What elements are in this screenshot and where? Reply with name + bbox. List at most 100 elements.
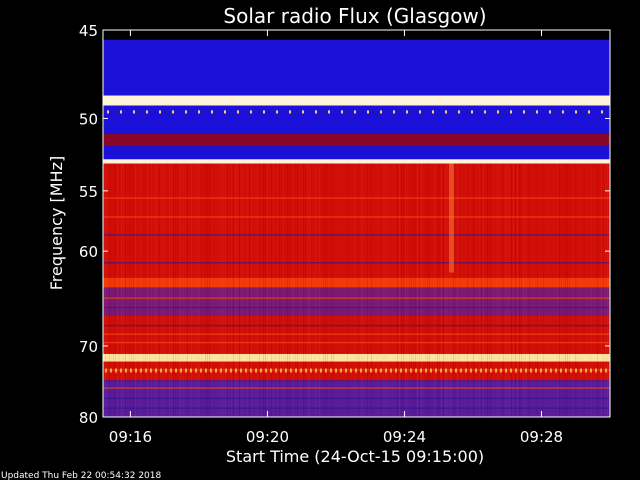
texture-stripe — [129, 163, 130, 417]
texture-marker — [185, 368, 187, 373]
frequency-bands — [103, 30, 610, 417]
texture-stripe — [479, 163, 480, 417]
texture-stripe — [173, 163, 174, 417]
texture-marker — [601, 110, 603, 114]
x-axis-label: Start Time (24-Oct-15 09:15:00) — [226, 447, 484, 466]
texture-marker — [320, 368, 322, 373]
texture-marker — [107, 110, 109, 114]
texture-stripe — [385, 163, 386, 417]
texture-channel-line — [103, 262, 610, 264]
texture-stripe — [497, 163, 498, 417]
texture-marker — [172, 110, 174, 114]
updated-timestamp: Updated Thu Feb 22 00:54:32 2018 — [1, 471, 162, 480]
texture-stripe — [219, 163, 220, 417]
texture-marker — [395, 368, 397, 373]
texture-stripe — [293, 163, 294, 417]
texture-stripe — [149, 164, 150, 417]
texture-stripe — [165, 163, 166, 417]
texture-stripe — [577, 163, 578, 417]
texture-marker — [440, 368, 442, 373]
texture-marker — [465, 368, 467, 373]
texture-stripe — [543, 163, 544, 417]
texture-marker — [380, 368, 382, 373]
y-tick-label: 45 — [79, 22, 98, 40]
texture-marker — [370, 368, 372, 373]
texture-marker — [490, 368, 492, 373]
texture-marker — [146, 110, 148, 114]
texture-marker — [140, 368, 142, 373]
y-tick-label: 50 — [79, 110, 98, 128]
texture-stripe — [427, 163, 428, 417]
texture-marker — [240, 368, 242, 373]
texture-stripe — [521, 163, 522, 417]
texture-marker — [455, 368, 457, 373]
texture-stripe — [359, 163, 360, 417]
texture-marker — [315, 110, 317, 114]
texture-stripe — [523, 163, 524, 417]
texture-stripe — [333, 163, 334, 417]
texture-marker — [460, 368, 462, 373]
texture-stripe — [605, 163, 606, 417]
x-tick-label: 09:28 — [520, 428, 563, 446]
texture-stripe — [473, 163, 474, 417]
texture-stripe — [181, 163, 182, 417]
texture-stripe — [201, 163, 202, 417]
texture-stripe — [105, 163, 106, 417]
texture-stripe — [489, 163, 490, 417]
texture-stripe — [183, 163, 184, 417]
texture-stripe — [561, 163, 562, 417]
texture-marker — [315, 368, 317, 373]
texture-channel-line — [103, 333, 610, 335]
texture-marker — [211, 110, 213, 114]
texture-channel-line — [103, 407, 610, 409]
texture-stripe — [505, 163, 506, 417]
texture-stripe — [281, 163, 282, 417]
texture-stripe — [161, 163, 162, 417]
texture-channel-line — [103, 341, 610, 344]
texture-marker — [406, 110, 408, 114]
texture-channel-line — [103, 297, 610, 299]
texture-stripe — [259, 163, 260, 417]
texture-marker — [580, 368, 582, 373]
texture-stripe — [163, 163, 164, 417]
texture-stripe — [457, 163, 458, 417]
texture-stripe — [383, 163, 384, 417]
texture-marker — [165, 368, 167, 373]
y-axis-label: Frequency [MHz] — [47, 156, 66, 290]
texture-stripe — [193, 163, 194, 417]
texture-marker — [185, 110, 187, 114]
texture-stripe — [177, 163, 178, 417]
texture-marker — [135, 368, 137, 373]
texture-stripe — [159, 163, 160, 417]
texture-stripe — [525, 163, 526, 417]
texture-stripe — [331, 163, 332, 417]
texture-marker — [588, 110, 590, 114]
texture-marker — [375, 368, 377, 373]
texture-stripe — [493, 163, 494, 417]
texture-stripe — [231, 163, 232, 417]
texture-stripe — [387, 163, 388, 417]
texture-marker — [285, 368, 287, 373]
texture-stripe — [143, 164, 144, 417]
texture-stripe — [509, 163, 510, 417]
texture-marker — [295, 368, 297, 373]
texture-stripe — [271, 163, 272, 417]
texture-marker — [115, 368, 117, 373]
texture-marker — [535, 368, 537, 373]
texture-marker — [150, 368, 152, 373]
texture-stripe — [225, 163, 226, 417]
texture-stripe — [511, 163, 512, 417]
texture-marker — [360, 368, 362, 373]
texture-stripe — [575, 163, 576, 417]
texture-marker — [497, 110, 499, 114]
texture-stripe — [123, 163, 124, 417]
texture-stripe — [453, 163, 454, 417]
texture-marker — [110, 368, 112, 373]
texture-stripe — [319, 163, 320, 417]
texture-stripe — [377, 163, 378, 417]
frequency-band — [103, 287, 610, 316]
texture-stripe — [233, 163, 234, 417]
spectrogram-texture — [103, 110, 610, 417]
texture-marker — [432, 110, 434, 114]
texture-stripe — [357, 163, 358, 417]
